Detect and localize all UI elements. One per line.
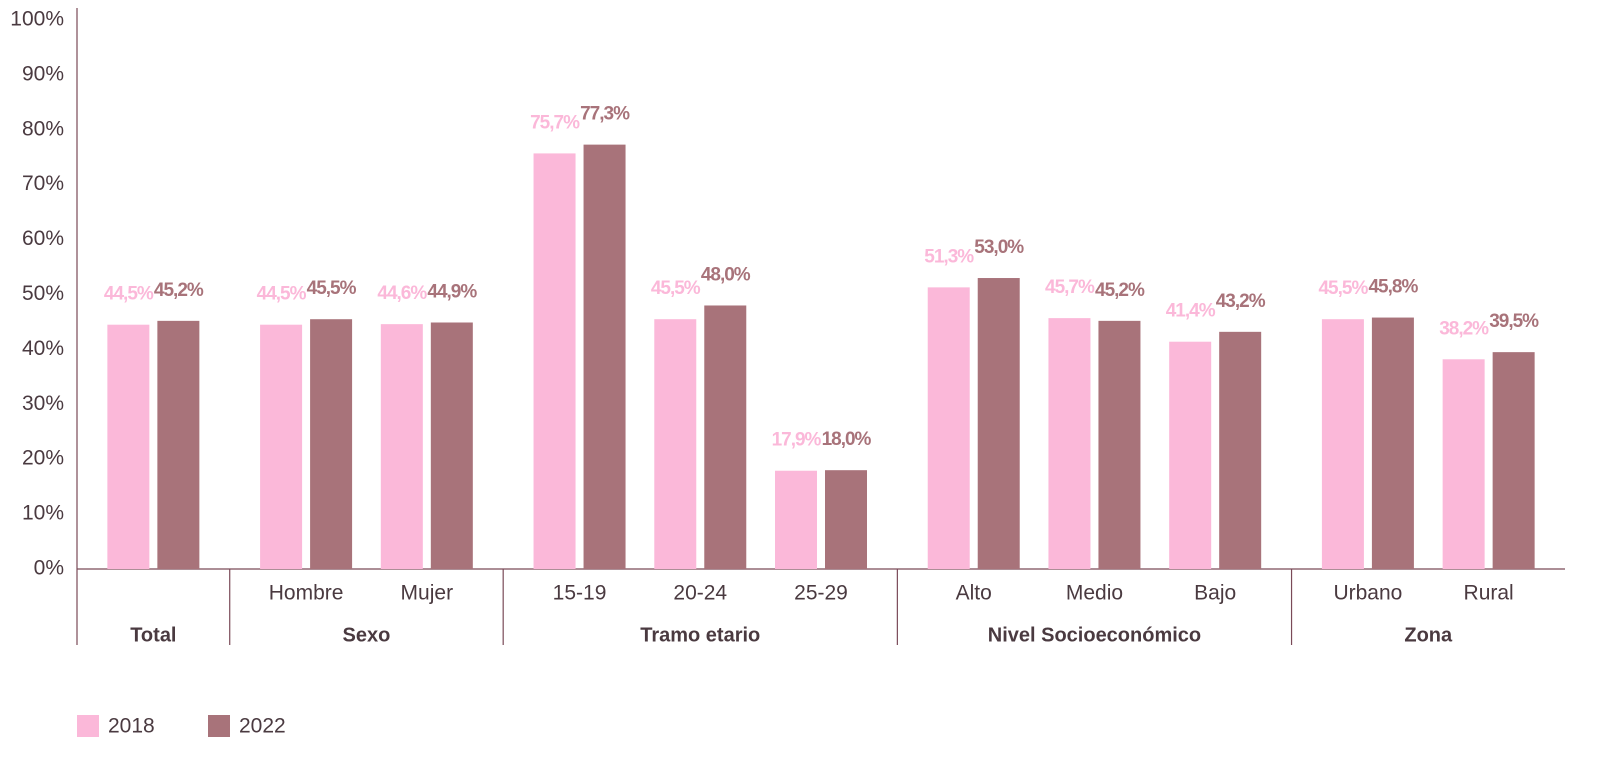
value-label: 77,3%: [580, 104, 630, 125]
group-label: Zona: [1404, 624, 1453, 646]
value-label: 44,5%: [104, 284, 154, 305]
value-label: 45,2%: [1095, 280, 1145, 301]
y-tick-label: 80%: [22, 117, 64, 140]
x-tick-label: Rural: [1464, 582, 1514, 605]
y-tick-label: 0%: [34, 557, 64, 580]
value-label: 39,5%: [1489, 311, 1539, 332]
value-label: 41,4%: [1166, 301, 1216, 322]
bar: [533, 153, 576, 570]
y-tick-label: 20%: [22, 447, 64, 470]
x-tick-label: Hombre: [269, 582, 344, 605]
bar: [1048, 318, 1091, 569]
bar: [583, 144, 626, 570]
value-label: 38,2%: [1439, 318, 1489, 339]
x-tick-label: 20-24: [673, 582, 727, 605]
x-tick-label: Alto: [956, 582, 992, 605]
x-tick-label: 15-19: [553, 582, 607, 605]
value-label: 44,9%: [427, 282, 477, 303]
value-label: 18,0%: [822, 429, 872, 450]
y-tick-label: 60%: [22, 227, 64, 250]
value-label: 53,0%: [974, 237, 1024, 258]
bar: [260, 324, 303, 569]
y-tick-label: 30%: [22, 392, 64, 415]
y-tick-label: 10%: [22, 502, 64, 525]
value-label: 44,6%: [377, 283, 427, 304]
bar: [310, 319, 353, 569]
value-label: 45,5%: [651, 278, 701, 299]
value-label: 45,2%: [154, 280, 204, 301]
group-label: Total: [130, 624, 176, 646]
value-label: 45,7%: [1045, 277, 1095, 298]
bar: [927, 287, 970, 569]
bar: [704, 305, 747, 569]
value-label: 51,3%: [924, 246, 974, 267]
y-tick-label: 70%: [22, 172, 64, 195]
bar: [1098, 320, 1141, 569]
y-tick-label: 100%: [10, 8, 64, 31]
bar: [1442, 359, 1485, 569]
bar: [1321, 319, 1364, 569]
bar: [654, 319, 697, 569]
group-label: Sexo: [343, 624, 391, 646]
legend-swatch: [77, 715, 99, 737]
value-label: 45,8%: [1368, 277, 1418, 298]
y-tick-label: 40%: [22, 337, 64, 360]
x-tick-label: Urbano: [1333, 582, 1402, 605]
value-label: 44,5%: [257, 284, 307, 305]
bar: [775, 470, 817, 569]
bar: [825, 470, 867, 569]
y-tick-label: 50%: [22, 282, 64, 305]
value-label: 45,5%: [307, 278, 357, 299]
bar: [380, 324, 423, 569]
x-tick-label: 25-29: [794, 582, 848, 605]
value-label: 43,2%: [1216, 291, 1266, 312]
x-tick-label: Mujer: [401, 582, 454, 605]
bar: [1371, 317, 1414, 569]
bar: [430, 322, 473, 569]
bar: [977, 278, 1020, 569]
legend-label: 2018: [108, 715, 155, 738]
bar: [1169, 341, 1212, 569]
bar: [107, 324, 150, 569]
value-label: 45,5%: [1318, 278, 1368, 299]
value-label: 48,0%: [701, 264, 751, 285]
bar: [1219, 331, 1262, 569]
bar: [1492, 352, 1535, 569]
group-label: Nivel Socioeconómico: [988, 624, 1201, 646]
value-label: 17,9%: [772, 430, 822, 451]
x-tick-label: Medio: [1066, 582, 1123, 605]
group-label: Tramo etario: [640, 624, 760, 646]
legend-label: 2022: [239, 715, 286, 738]
bar: [157, 320, 200, 569]
value-label: 75,7%: [530, 112, 580, 133]
x-tick-label: Bajo: [1194, 582, 1236, 605]
y-tick-label: 90%: [22, 62, 64, 85]
legend-swatch: [208, 715, 230, 737]
